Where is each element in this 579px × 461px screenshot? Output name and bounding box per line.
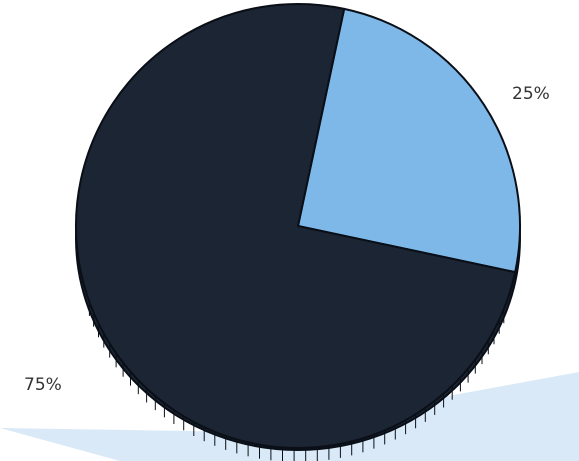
pie-rim-ridges <box>88 301 505 461</box>
slice-label-25: 25% <box>512 84 550 104</box>
pie-slices <box>75 3 521 449</box>
slice-label-75: 75% <box>24 375 62 395</box>
background-swoosh <box>0 372 579 461</box>
pie-slice-25 <box>297 7 521 274</box>
pie-slice-75 <box>75 3 517 449</box>
